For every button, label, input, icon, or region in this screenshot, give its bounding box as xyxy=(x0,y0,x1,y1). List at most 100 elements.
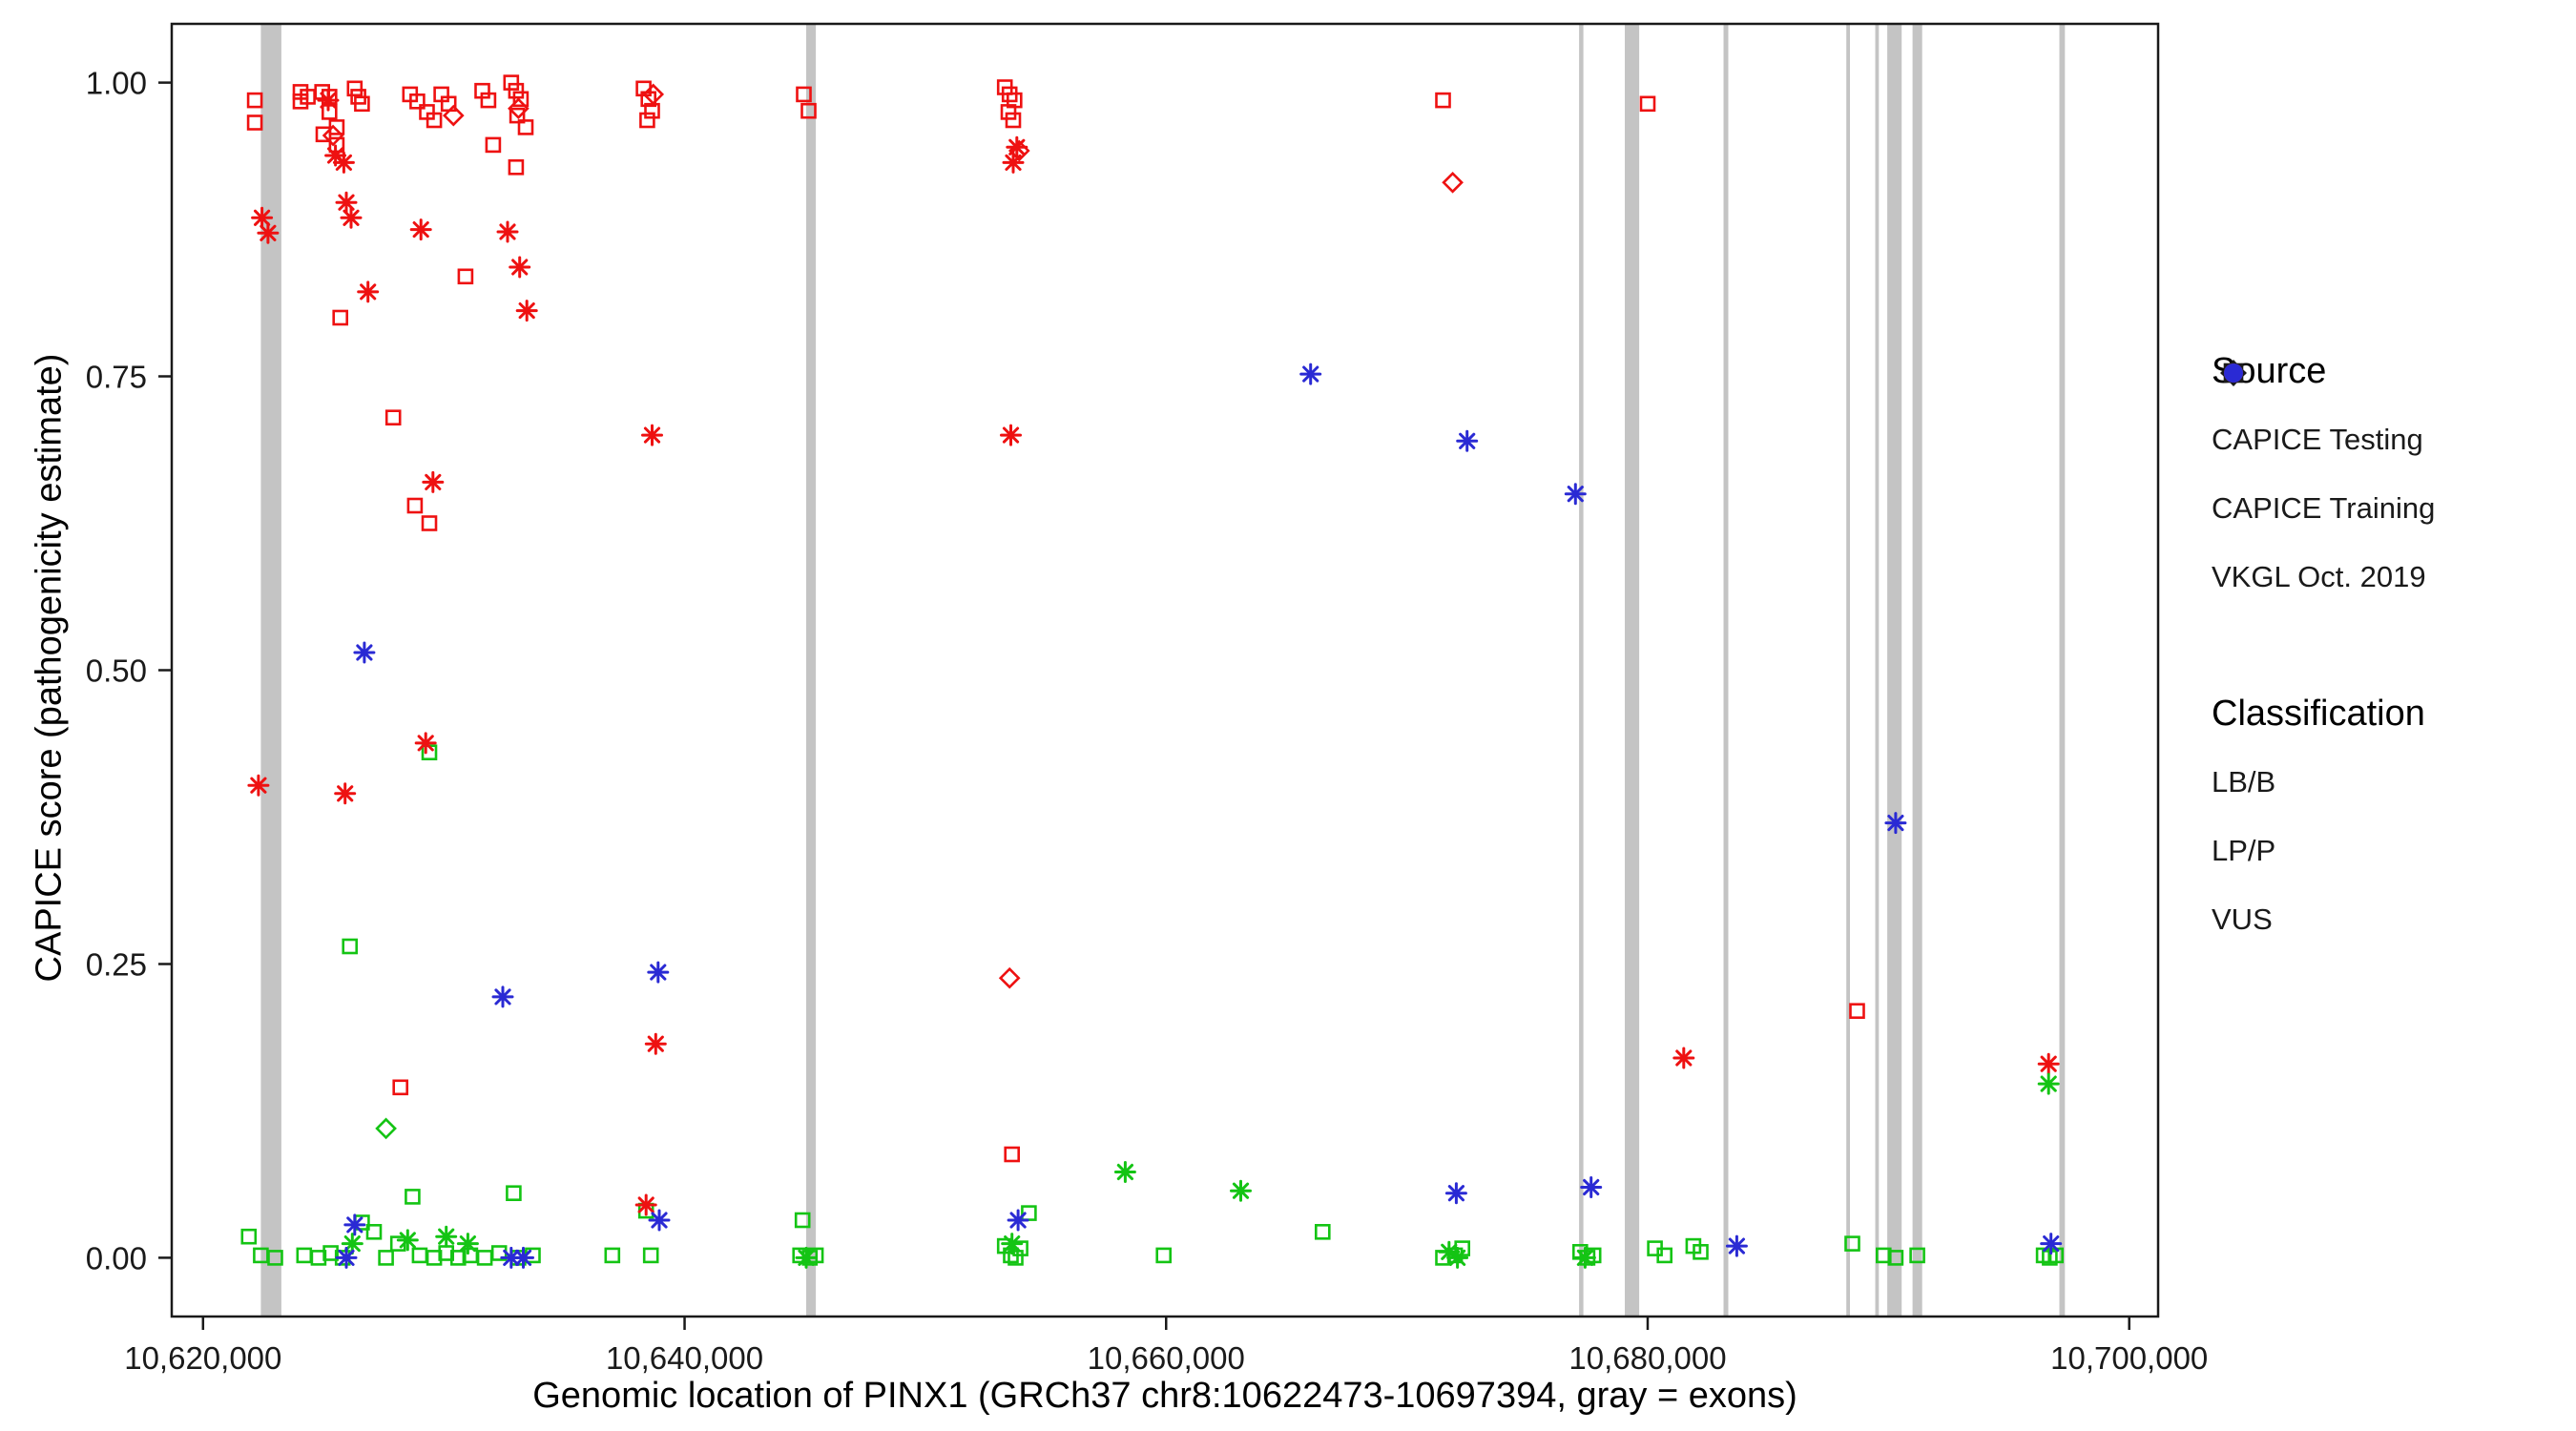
data-point xyxy=(406,497,424,514)
legend-classification-title: Classification xyxy=(2212,694,2425,734)
x-tick-label: 10,660,000 xyxy=(1088,1340,1245,1376)
data-point xyxy=(794,1212,811,1229)
data-point xyxy=(648,1209,671,1232)
panel-background xyxy=(172,24,2158,1317)
data-point xyxy=(1004,1146,1020,1163)
y-axis-title: CAPICE score (pathogenicity estimate) xyxy=(29,353,70,983)
legend-item-label: VUS xyxy=(2212,902,2273,936)
x-tick-label: 10,680,000 xyxy=(1568,1340,1726,1376)
data-point xyxy=(641,424,663,446)
data-point xyxy=(365,1224,383,1240)
data-point xyxy=(1446,1246,1469,1269)
data-point xyxy=(1580,1176,1603,1198)
data-point xyxy=(240,1228,258,1245)
legend-item-label: VKGL Oct. 2019 xyxy=(2212,560,2426,593)
data-point xyxy=(509,256,531,279)
data-point xyxy=(2037,1052,2060,1075)
data-point xyxy=(246,92,263,109)
data-point xyxy=(515,300,538,322)
data-point xyxy=(647,961,670,984)
data-point xyxy=(322,124,344,147)
data-point xyxy=(456,1233,479,1255)
data-point xyxy=(317,89,340,112)
data-point xyxy=(426,1250,443,1266)
data-point xyxy=(795,1246,818,1269)
data-point xyxy=(1299,363,1322,385)
data-point xyxy=(396,1229,419,1252)
data-point xyxy=(375,1117,397,1140)
exon-bar xyxy=(2059,24,2066,1317)
data-point xyxy=(1001,1233,1024,1255)
x-tick-label: 10,700,000 xyxy=(2050,1340,2208,1376)
data-point xyxy=(1454,1240,1470,1256)
data-point xyxy=(1725,1234,1748,1257)
data-point xyxy=(357,280,380,303)
data-point xyxy=(496,220,519,243)
data-point xyxy=(1435,92,1451,109)
data-point xyxy=(2040,1233,2063,1255)
data-point xyxy=(491,985,514,1008)
data-point xyxy=(328,119,345,135)
data-point xyxy=(508,82,525,99)
data-point xyxy=(500,1246,523,1269)
data-point xyxy=(634,1193,657,1216)
exon-bar xyxy=(806,24,817,1317)
data-point xyxy=(1007,1209,1029,1232)
y-tick-label: 0.75 xyxy=(86,360,147,395)
data-point xyxy=(1442,171,1464,194)
exon-bar xyxy=(1875,24,1880,1317)
data-point xyxy=(1887,1250,1904,1266)
data-point xyxy=(1672,1047,1695,1069)
data-point xyxy=(480,92,497,109)
data-point xyxy=(796,86,812,103)
data-point xyxy=(1849,1003,1865,1019)
exon-bar xyxy=(260,24,281,1317)
dot-icon xyxy=(2224,363,2243,383)
legend-classification-items: LB/B LP/P VUS xyxy=(2212,363,2566,954)
data-point xyxy=(267,1250,283,1266)
data-point xyxy=(341,1233,364,1255)
data-point xyxy=(1005,112,1022,129)
data-point xyxy=(1012,1240,1028,1256)
data-point xyxy=(1155,1247,1172,1264)
data-point xyxy=(512,1246,534,1269)
data-point xyxy=(1000,424,1022,446)
data-point xyxy=(998,966,1021,989)
exon-bar xyxy=(1887,24,1902,1317)
data-point xyxy=(457,268,474,285)
legend-source-title: Source xyxy=(2212,351,2327,391)
data-point xyxy=(1000,104,1017,120)
data-point xyxy=(435,1225,458,1248)
data-point xyxy=(343,1213,366,1236)
legend-item-label: LP/P xyxy=(2212,834,2276,867)
data-point xyxy=(322,1245,339,1261)
data-point xyxy=(1844,1235,1860,1252)
data-point xyxy=(332,309,349,326)
data-point xyxy=(509,107,526,124)
exon-bar xyxy=(1723,24,1729,1317)
legend-item-source: CAPICE Testing xyxy=(2212,360,2566,474)
data-point xyxy=(449,1250,467,1266)
data-point xyxy=(508,159,525,176)
data-point xyxy=(353,641,376,664)
data-point xyxy=(644,102,660,119)
data-point xyxy=(639,112,655,129)
y-tick-label: 1.00 xyxy=(86,66,147,101)
data-point xyxy=(2037,1072,2060,1095)
data-point xyxy=(335,191,358,214)
data-point xyxy=(414,732,437,755)
data-point xyxy=(1909,1247,1925,1264)
legend-item-classification: LB/B xyxy=(2212,363,2566,817)
exon-bar xyxy=(1912,24,1922,1317)
data-point xyxy=(1573,1246,1596,1269)
exon-bar xyxy=(1625,24,1640,1317)
data-point xyxy=(346,80,364,97)
data-point xyxy=(247,774,270,797)
legend-item-classification: VUS xyxy=(2212,363,2566,954)
data-point xyxy=(642,1247,659,1264)
legend: Source CAPICE Testing CAPICE Training VK… xyxy=(2212,351,2566,954)
x-tick-label: 10,640,000 xyxy=(606,1340,763,1376)
data-point xyxy=(442,104,465,127)
data-point xyxy=(800,102,817,119)
